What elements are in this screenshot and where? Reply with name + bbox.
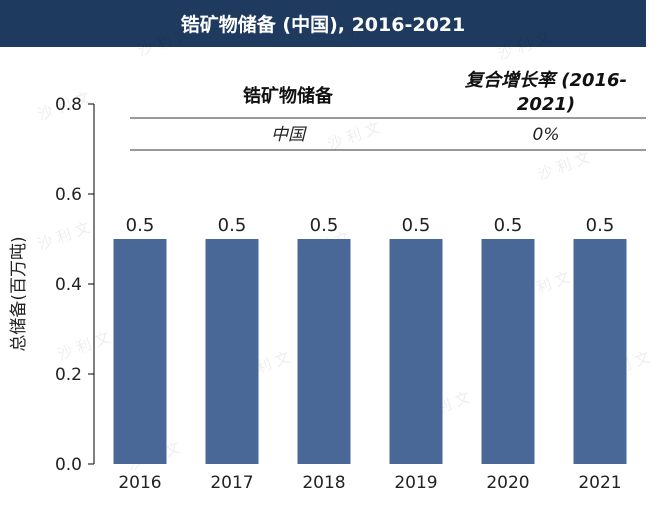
bar-2016 <box>113 239 167 464</box>
x-tick-label: 2020 <box>486 473 529 493</box>
watermark-text: 沙 利 文 <box>35 218 92 254</box>
y-tick-label: 0.4 <box>55 275 82 295</box>
watermark-text: 沙 利 文 <box>535 148 592 184</box>
y-axis-ticks: 0.0 0.2 0.4 0.6 0.8 <box>55 95 94 475</box>
bar-series: 0.5 0.5 0.5 0.5 0.5 0.5 <box>113 215 627 464</box>
table-header-cagr-line1: 复合增长率 (2016- <box>465 70 627 91</box>
bar-data-label: 0.5 <box>310 215 339 236</box>
bar-data-label: 0.5 <box>494 215 523 236</box>
x-tick-label: 2017 <box>210 473 253 493</box>
y-tick-label: 0.8 <box>55 95 82 115</box>
table-header-reserves: 锆矿物储备 <box>243 85 334 107</box>
table-row-value: 0% <box>533 125 560 145</box>
y-tick-label: 0.6 <box>55 185 82 205</box>
bar-2019 <box>389 239 443 464</box>
table-header-cagr-line2: 2021) <box>517 94 575 115</box>
x-tick-label: 2016 <box>118 473 161 493</box>
x-tick-label: 2018 <box>302 473 345 493</box>
bar-2021 <box>573 239 627 464</box>
bar-data-label: 0.5 <box>218 215 247 236</box>
chart-title-bar: 锆矿物储备 (中国), 2016-2021 <box>0 0 646 47</box>
y-tick-label: 0.2 <box>55 365 82 385</box>
table-row-label: 中国 <box>271 125 307 145</box>
bar-data-label: 0.5 <box>402 215 431 236</box>
bar-2018 <box>297 239 351 464</box>
watermark-text: 沙 利 文 <box>325 118 382 154</box>
bar-2017 <box>205 239 259 464</box>
x-tick-label: 2019 <box>394 473 437 493</box>
watermark-text: 沙 利 文 <box>495 28 552 64</box>
watermark-text: 沙 利 文 <box>345 8 402 44</box>
watermark-text: 沙 利 文 <box>135 24 192 60</box>
y-tick-label: 0.0 <box>55 455 82 475</box>
summary-table: 锆矿物储备 复合增长率 (2016- 2021) 中国 0% <box>130 70 646 151</box>
x-axis-tick-labels: 2016 2017 2018 2019 2020 2021 <box>118 473 621 493</box>
bar-data-label: 0.5 <box>586 215 615 236</box>
watermark-text: 沙 利 文 <box>55 328 112 364</box>
x-tick-label: 2021 <box>578 473 621 493</box>
chart-title: 锆矿物储备 (中国), 2016-2021 <box>180 14 466 36</box>
y-axis-label: 总储备(百万吨) <box>9 236 29 351</box>
bar-data-label: 0.5 <box>126 215 155 236</box>
bar-2020 <box>481 239 535 464</box>
